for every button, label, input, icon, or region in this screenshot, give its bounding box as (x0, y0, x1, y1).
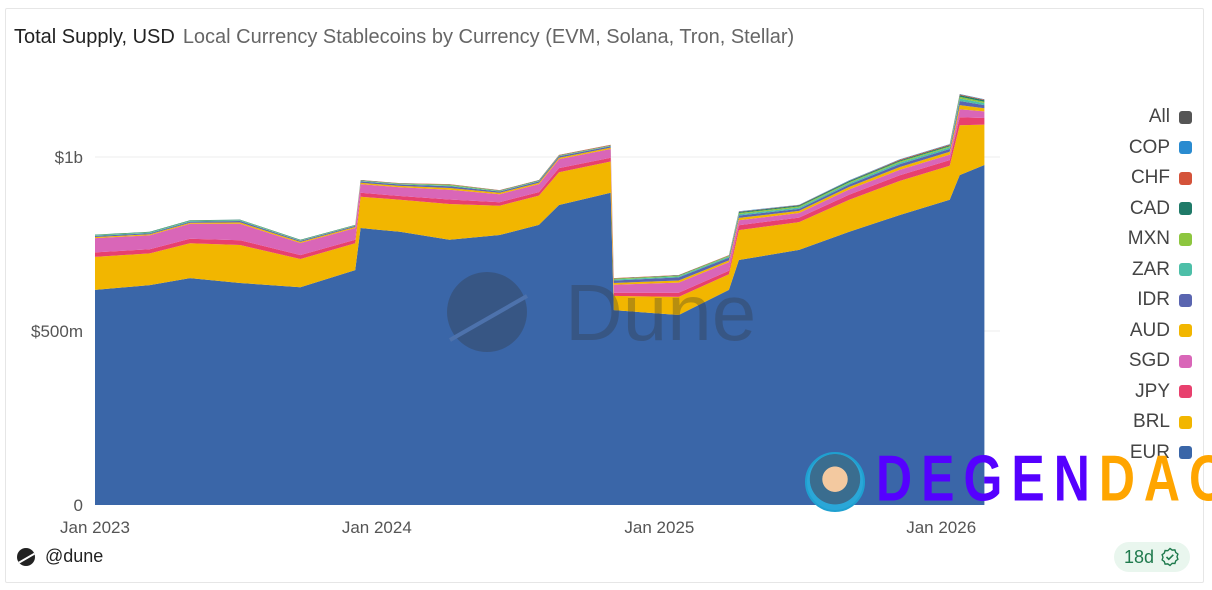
legend-item-idr[interactable]: IDR (1128, 285, 1192, 316)
legend-label: EUR (1129, 441, 1170, 463)
x-tick-label: Jan 2026 (906, 518, 976, 537)
x-tick-label: Jan 2024 (342, 518, 412, 537)
legend-item-chf[interactable]: CHF (1128, 163, 1192, 194)
area-eur[interactable] (95, 165, 985, 505)
chart-title: Total Supply, USD Local Currency Stableco… (14, 26, 794, 49)
legend-swatch (1179, 141, 1192, 155)
legend-swatch (1179, 415, 1192, 429)
y-tick-label: $1b (55, 148, 83, 167)
legend: All COP CHF CAD MXN ZAR IDR AUD SGD JPY BRL EUR (1128, 102, 1192, 468)
legend-label: AUD (1129, 319, 1170, 341)
legend-label: ZAR (1132, 258, 1170, 280)
legend-label: All (1148, 106, 1170, 128)
legend-swatch (1179, 263, 1192, 277)
legend-item-mxn[interactable]: MXN (1128, 224, 1192, 255)
dune-watermark-logo (447, 272, 527, 352)
title-text: Total Supply, USD (14, 26, 175, 48)
legend-swatch (1179, 446, 1192, 460)
dune-watermark: Dune (447, 268, 756, 357)
dune-watermark-text: Dune (565, 268, 756, 357)
chart-card (5, 8, 1204, 583)
brand-part2: DAO! (1098, 442, 1212, 515)
legend-item-jpy[interactable]: JPY (1128, 377, 1192, 408)
legend-label: CAD (1129, 197, 1170, 219)
subtitle-text: Local Currency Stablecoins by Currency (… (182, 26, 795, 48)
legend-swatch (1179, 110, 1192, 124)
dune-handle-link[interactable]: @dune (45, 546, 104, 566)
area-sgd[interactable] (95, 109, 985, 293)
degendao-logo: DEGENDAO! (876, 446, 1212, 511)
legend-item-eur[interactable]: EUR (1128, 438, 1192, 469)
legend-swatch (1179, 385, 1192, 399)
verified-check-icon (1161, 547, 1179, 567)
legend-swatch (1179, 293, 1192, 307)
legend-item-aud[interactable]: AUD (1128, 316, 1192, 347)
legend-item-cad[interactable]: CAD (1128, 194, 1192, 225)
legend-item-zar[interactable]: ZAR (1128, 255, 1192, 286)
legend-swatch (1179, 324, 1192, 338)
x-tick-label: Jan 2023 (60, 518, 130, 537)
legend-label: BRL (1133, 411, 1170, 433)
area-brl[interactable] (95, 124, 985, 315)
legend-label: IDR (1137, 289, 1170, 311)
legend-item-sgd[interactable]: SGD (1128, 346, 1192, 377)
brand-part1: DEGEN (876, 442, 1099, 515)
x-tick-label: Jan 2025 (624, 518, 694, 537)
legend-item-all[interactable]: All (1128, 102, 1192, 133)
badge-text: 18d (1123, 546, 1155, 567)
dune-logo-icon (17, 548, 35, 566)
y-tick-label: $500m (31, 322, 83, 341)
legend-label: CHF (1130, 167, 1170, 189)
legend-swatch (1179, 354, 1192, 368)
legend-item-brl[interactable]: BRL (1128, 407, 1192, 438)
degendao-avatar (805, 452, 865, 512)
legend-label: MXN (1127, 228, 1170, 250)
y-tick-label: 0 (74, 496, 83, 515)
legend-item-cop[interactable]: COP (1128, 133, 1192, 164)
legend-label: COP (1128, 136, 1170, 158)
area-jpy[interactable] (95, 117, 985, 297)
legend-swatch (1179, 232, 1192, 246)
legend-swatch (1179, 171, 1192, 185)
legend-label: SGD (1128, 350, 1170, 372)
refresh-badge[interactable]: 18d (1114, 542, 1190, 572)
legend-label: JPY (1135, 380, 1170, 402)
legend-swatch (1179, 202, 1192, 216)
